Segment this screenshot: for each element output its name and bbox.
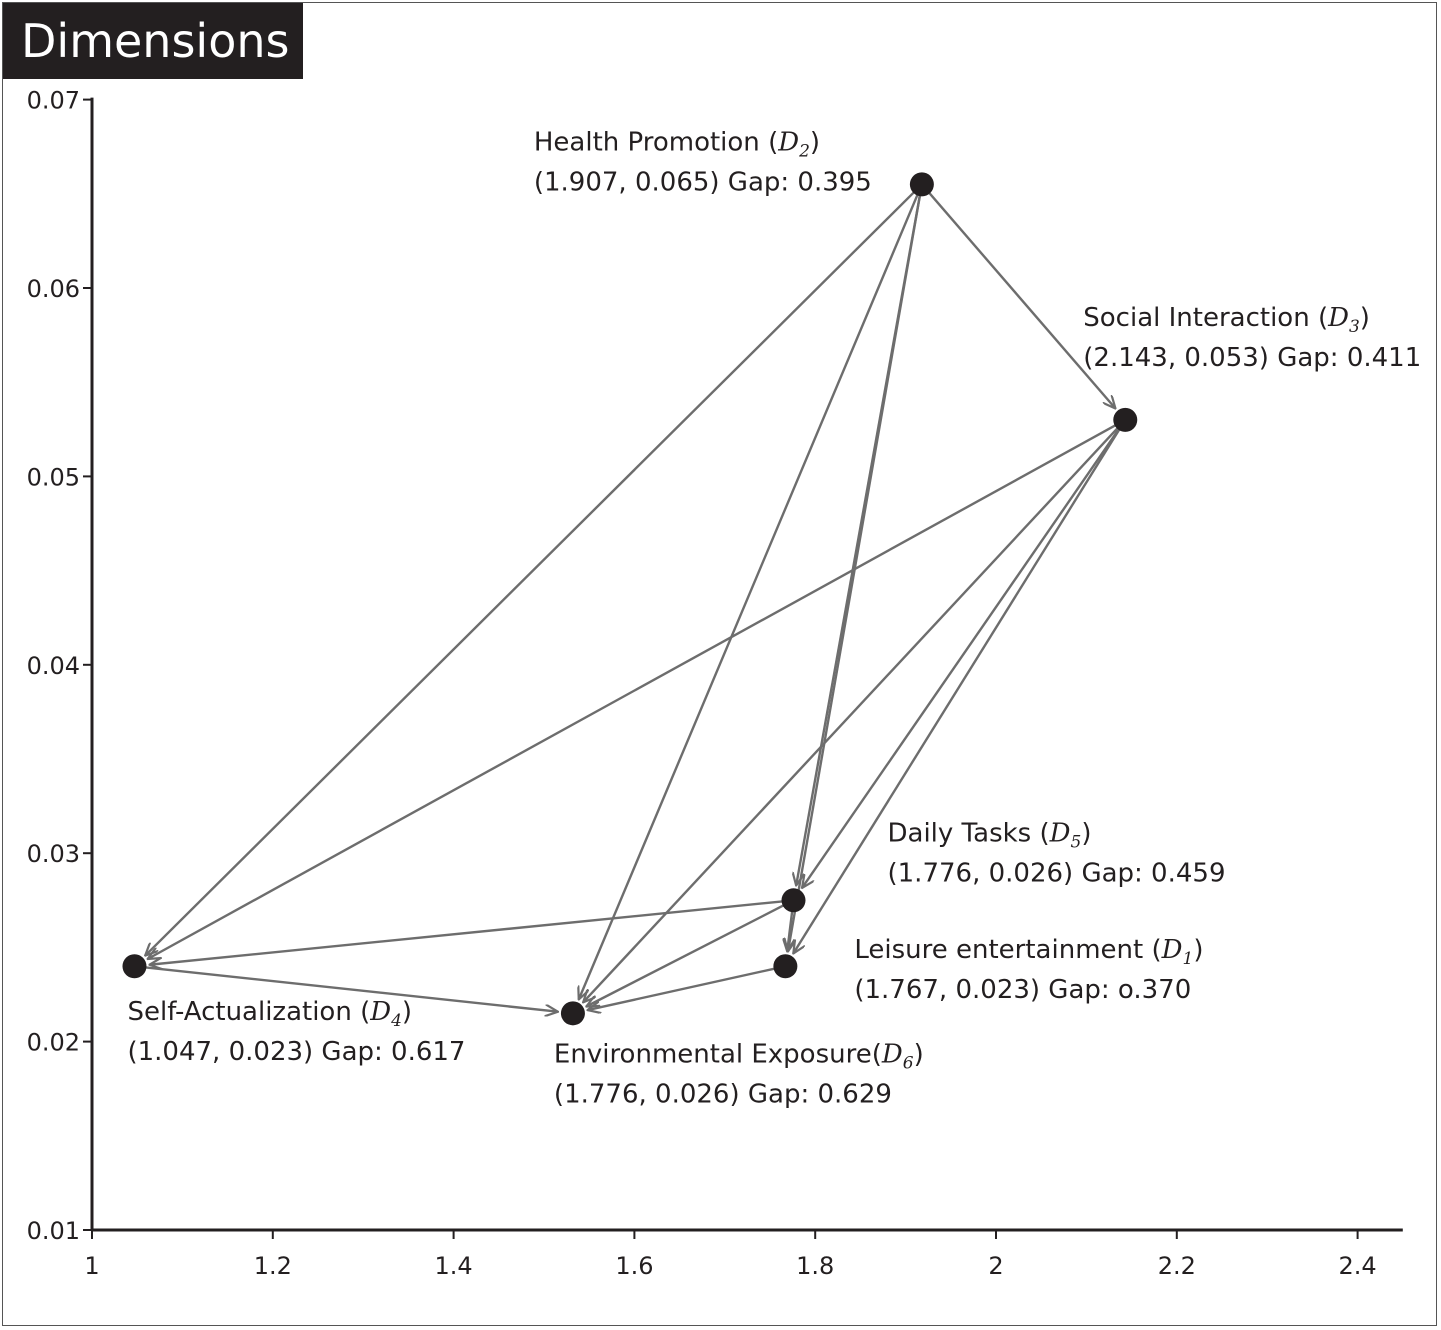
label-paren-open: ( <box>1318 303 1328 333</box>
label-subscript: 6 <box>903 1053 914 1073</box>
label-paren-close: ) <box>1081 818 1091 848</box>
label-D3-values: (2.143, 0.053) Gap: 0.411 <box>1083 343 1421 373</box>
label-name-text: Health Promotion <box>534 127 768 157</box>
arrow-D3-to-D5 <box>802 427 1121 888</box>
x-tick-label: 1 <box>84 1252 99 1280</box>
label-D4-values: (1.047, 0.023) Gap: 0.617 <box>127 1037 465 1067</box>
label-D6-name: Environmental Exposure(D6) <box>554 1039 924 1073</box>
label-name-text: Daily Tasks <box>888 818 1040 848</box>
y-tick-label: 0.02 <box>27 1029 80 1057</box>
label-D3-name: Social Interaction (D3) <box>1083 303 1370 337</box>
label-D: D <box>1161 935 1183 965</box>
label-D: D <box>369 997 391 1027</box>
y-tick-label: 0.05 <box>27 463 80 491</box>
label-subscript: 1 <box>1182 949 1193 969</box>
arrow-D5-to-D6 <box>586 903 786 1007</box>
label-subscript: 5 <box>1071 832 1082 852</box>
x-tick-label: 1.2 <box>254 1252 292 1280</box>
label-paren-close: ) <box>1193 935 1203 965</box>
label-name-text: Leisure entertainment <box>854 935 1151 965</box>
label-subscript: 3 <box>1349 317 1360 337</box>
x-tick-label: 2 <box>988 1252 1003 1280</box>
arrows <box>144 190 1122 1011</box>
label-D6-values: (1.776, 0.026) Gap: 0.629 <box>554 1079 892 1109</box>
label-paren-open: ( <box>1039 818 1049 848</box>
points <box>122 172 1138 1026</box>
y-tick-label: 0.06 <box>27 275 80 303</box>
y-tick-label: 0.04 <box>27 652 80 680</box>
arrow-D3-to-D4 <box>148 423 1118 959</box>
y-tick-label: 0.03 <box>27 840 80 868</box>
arrow-D3-to-D1 <box>793 427 1122 953</box>
label-paren-open: ( <box>1151 935 1161 965</box>
label-D2-values: (1.907, 0.065) Gap: 0.395 <box>534 167 872 197</box>
label-D: D <box>1327 303 1349 333</box>
label-D5-name: Daily Tasks (D5) <box>888 818 1092 852</box>
label-paren-close: ) <box>810 127 820 157</box>
label-paren-open: ( <box>768 127 778 157</box>
label-name-text: Social Interaction <box>1083 303 1318 333</box>
x-tick-label: 2.4 <box>1339 1252 1377 1280</box>
y-tick-label: 0.01 <box>27 1217 80 1245</box>
x-tick-label: 1.6 <box>615 1252 653 1280</box>
arrow-D3-to-D6 <box>583 426 1120 1002</box>
node-labels: Leisure entertainment (D1)(1.767, 0.023)… <box>127 127 1421 1109</box>
label-paren-close: ) <box>402 997 412 1027</box>
label-D2-name: Health Promotion (D2) <box>534 127 820 161</box>
arrow-D2-to-D4 <box>145 190 916 955</box>
x-tick-label: 1.8 <box>796 1252 834 1280</box>
label-paren-close: ) <box>914 1039 924 1069</box>
x-tick-label: 2.2 <box>1158 1252 1196 1280</box>
label-D: D <box>881 1039 903 1069</box>
label-D1-name: Leisure entertainment (D1) <box>854 935 1203 969</box>
arrow-D5-to-D4 <box>149 900 784 964</box>
label-D: D <box>1049 818 1071 848</box>
point-D6 <box>560 1001 585 1026</box>
point-D2 <box>909 172 934 197</box>
label-D4-name: Self-Actualization (D4) <box>127 997 412 1031</box>
arrow-D2-to-D3 <box>927 191 1115 409</box>
label-paren-open: ( <box>360 997 370 1027</box>
arrow-D5-to-D1 <box>787 910 792 951</box>
label-subscript: 4 <box>390 1011 402 1031</box>
label-paren-close: ) <box>1360 303 1370 333</box>
chart-title: Dimensions <box>21 14 290 68</box>
label-paren-open: ( <box>872 1039 882 1069</box>
arrow-D4-to-D6 <box>144 966 558 1011</box>
label-name-text: Environmental Exposure <box>554 1039 872 1069</box>
label-subscript: 2 <box>798 141 810 161</box>
arrow-D2-to-D1 <box>788 194 922 951</box>
label-D: D <box>777 127 799 157</box>
label-D5-values: (1.776, 0.026) Gap: 0.459 <box>888 858 1226 888</box>
point-D4 <box>122 954 147 979</box>
label-D1-values: (1.767, 0.023) Gap: o.370 <box>854 975 1191 1005</box>
x-tick-label: 1.4 <box>435 1252 473 1280</box>
point-D3 <box>1113 407 1138 432</box>
title-box: Dimensions <box>3 3 303 79</box>
point-D5 <box>781 888 806 913</box>
arrow-D2-to-D6 <box>579 193 920 1000</box>
axes: 0.01 0.02 0.03 0.04 0.05 0.06 0.07 1 1.2 1.4 1.6 1.… <box>27 87 1403 1280</box>
arrow-D1-to-D6 <box>588 967 776 1010</box>
y-tick-label: 0.07 <box>27 87 80 115</box>
label-name-text: Self-Actualization <box>127 997 360 1027</box>
point-D1 <box>773 954 798 979</box>
